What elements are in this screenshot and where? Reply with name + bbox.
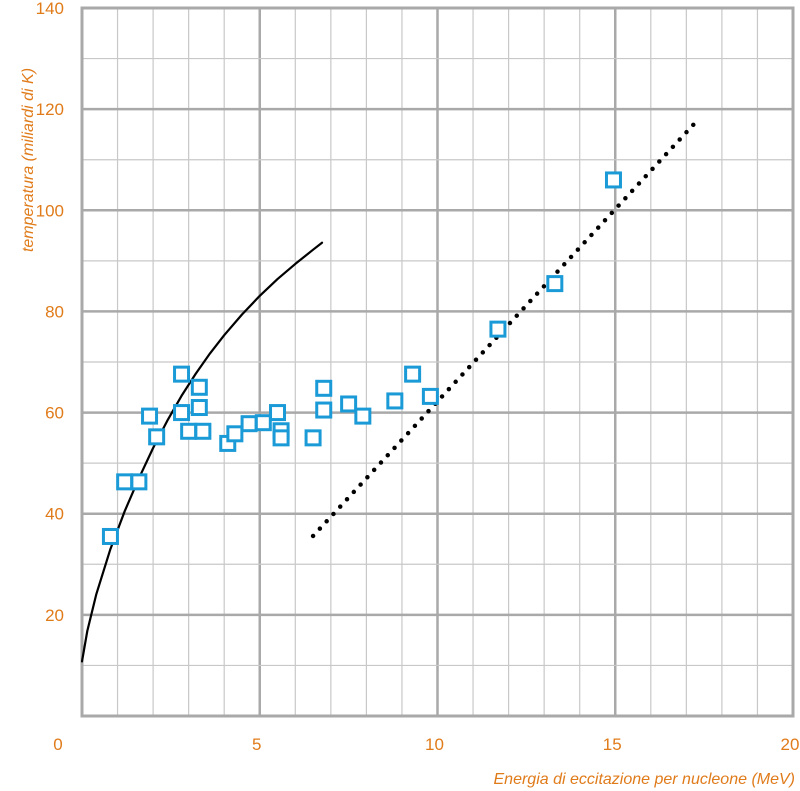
y-tick-label: 100 [36,201,64,220]
x-axis-title: Energia di eccitazione per nucleone (MeV… [494,771,796,788]
tick-labels: 20 40 60 80 100 120 140 0 5 10 15 20 [36,0,800,754]
data-point [272,429,290,447]
data-point [304,429,322,447]
data-point [354,407,372,425]
data-point [173,404,191,422]
y-tick-label: 60 [45,404,64,423]
data-point [254,414,272,432]
data-point [130,473,148,491]
theory-curve [80,241,324,663]
y-tick-label: 80 [45,302,64,321]
y-tick-label: 20 [45,606,64,625]
data-point [116,473,134,491]
data-point [194,422,212,440]
y-tick-label: 40 [45,505,64,524]
x-tick-label: 15 [603,735,622,754]
y-axis-title: temperatura (miliardi di K) [20,68,37,252]
y-tick-label: 140 [36,0,64,18]
data-point [240,415,258,433]
data-point [315,401,333,419]
data-point [190,378,208,396]
data-point [141,407,159,425]
data-markers [101,171,622,545]
plot-border [80,6,795,718]
x-tick-label: 20 [781,735,800,754]
curves [80,118,700,663]
x-tick-label: 10 [425,735,444,754]
data-point [173,365,191,383]
plot-frame [80,6,795,718]
x-tick-label: 0 [53,735,62,754]
data-point [315,379,333,397]
data-point [421,387,439,405]
data-point [604,171,622,189]
x-tick-label: 5 [252,735,261,754]
data-point [180,422,198,440]
y-tick-label: 120 [36,100,64,119]
data-point [148,428,166,446]
data-point [340,395,358,413]
data-point [269,404,287,422]
data-point [226,425,244,443]
data-point [101,527,119,545]
trend-dotted-line [310,118,700,539]
data-point [489,320,507,338]
grid [82,8,793,716]
data-point [190,399,208,417]
data-point [404,365,422,383]
data-point [386,392,404,410]
data-point [546,275,564,293]
